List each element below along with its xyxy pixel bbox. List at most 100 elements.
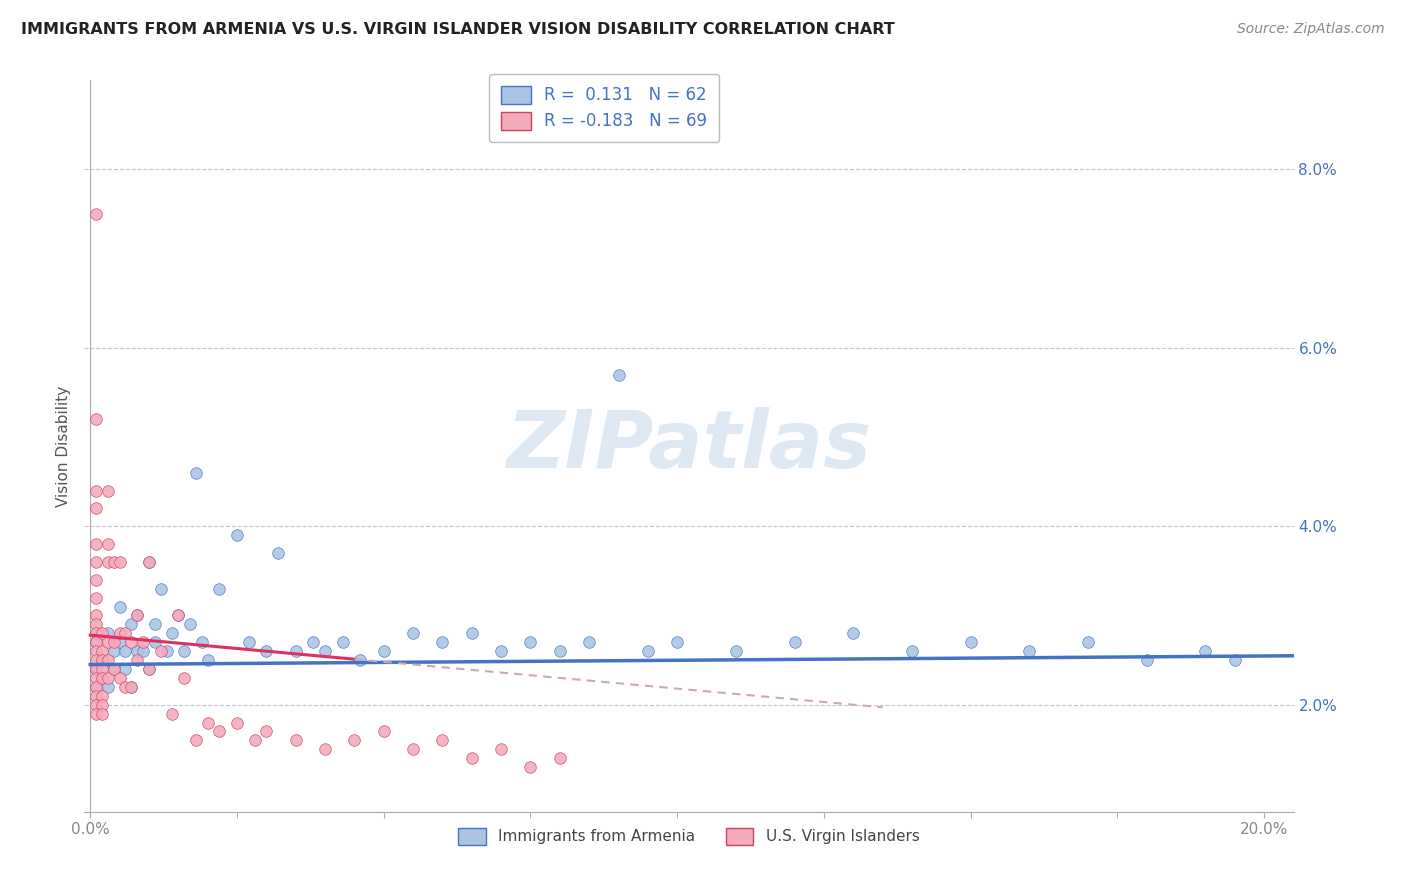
Point <box>91 662 114 676</box>
Point <box>84 680 107 694</box>
Point <box>226 715 249 730</box>
Legend: Immigrants from Armenia, U.S. Virgin Islanders: Immigrants from Armenia, U.S. Virgin Isl… <box>447 817 931 855</box>
Point <box>84 555 107 569</box>
Point <box>783 635 806 649</box>
Point <box>1018 644 1040 658</box>
Point <box>489 742 512 756</box>
Point <box>84 680 107 694</box>
Text: ZIPatlas: ZIPatlas <box>506 407 872 485</box>
Point <box>548 751 571 765</box>
Point <box>103 644 125 658</box>
Point <box>226 528 249 542</box>
Point <box>103 662 125 676</box>
Point <box>84 698 107 712</box>
Point <box>84 644 107 658</box>
Point <box>97 635 120 649</box>
Point <box>959 635 981 649</box>
Point <box>132 644 155 658</box>
Point <box>97 680 120 694</box>
Point <box>108 599 131 614</box>
Point <box>432 733 454 747</box>
Point <box>842 626 865 640</box>
Point <box>91 689 114 703</box>
Point <box>114 680 136 694</box>
Point <box>108 626 131 640</box>
Point <box>724 644 747 658</box>
Point <box>143 635 166 649</box>
Point <box>607 368 630 382</box>
Point <box>284 644 307 658</box>
Point <box>91 653 114 667</box>
Point <box>1223 653 1246 667</box>
Text: Source: ZipAtlas.com: Source: ZipAtlas.com <box>1237 22 1385 37</box>
Point <box>84 635 107 649</box>
Point <box>519 760 541 774</box>
Point <box>84 207 107 221</box>
Point <box>167 608 190 623</box>
Point <box>84 501 107 516</box>
Point <box>127 653 149 667</box>
Point <box>114 644 136 658</box>
Point <box>127 608 149 623</box>
Point <box>155 644 177 658</box>
Point <box>84 537 107 551</box>
Point <box>143 617 166 632</box>
Point <box>91 626 114 640</box>
Point <box>197 653 219 667</box>
Point <box>173 644 195 658</box>
Point <box>637 644 659 658</box>
Point <box>173 671 195 685</box>
Point <box>1136 653 1159 667</box>
Point <box>97 537 120 551</box>
Point <box>120 680 142 694</box>
Point <box>97 626 120 640</box>
Point <box>84 608 107 623</box>
Point <box>103 662 125 676</box>
Point <box>432 635 454 649</box>
Point <box>132 635 155 649</box>
Point <box>103 635 125 649</box>
Point <box>84 653 107 667</box>
Point <box>402 626 425 640</box>
Point <box>267 546 290 560</box>
Point <box>284 733 307 747</box>
Point <box>519 635 541 649</box>
Text: IMMIGRANTS FROM ARMENIA VS U.S. VIRGIN ISLANDER VISION DISABILITY CORRELATION CH: IMMIGRANTS FROM ARMENIA VS U.S. VIRGIN I… <box>21 22 894 37</box>
Point <box>184 466 207 480</box>
Point <box>108 635 131 649</box>
Point <box>84 706 107 721</box>
Point <box>127 608 149 623</box>
Point <box>91 706 114 721</box>
Point <box>402 742 425 756</box>
Point <box>349 653 371 667</box>
Point <box>197 715 219 730</box>
Point <box>84 662 107 676</box>
Point <box>97 653 120 667</box>
Point <box>162 626 184 640</box>
Point <box>302 635 325 649</box>
Point <box>91 644 114 658</box>
Point <box>373 724 395 739</box>
Point <box>314 742 336 756</box>
Point <box>108 555 131 569</box>
Point <box>97 483 120 498</box>
Point <box>901 644 924 658</box>
Y-axis label: Vision Disability: Vision Disability <box>56 385 72 507</box>
Point <box>489 644 512 658</box>
Point <box>149 644 172 658</box>
Point <box>238 635 260 649</box>
Point <box>1194 644 1216 658</box>
Point <box>314 644 336 658</box>
Point <box>84 671 107 685</box>
Point <box>84 483 107 498</box>
Point <box>97 671 120 685</box>
Point <box>91 698 114 712</box>
Point <box>208 582 231 596</box>
Point <box>84 412 107 426</box>
Point <box>84 617 107 632</box>
Point <box>91 653 114 667</box>
Point <box>149 582 172 596</box>
Point <box>184 733 207 747</box>
Point <box>254 724 277 739</box>
Point <box>138 555 160 569</box>
